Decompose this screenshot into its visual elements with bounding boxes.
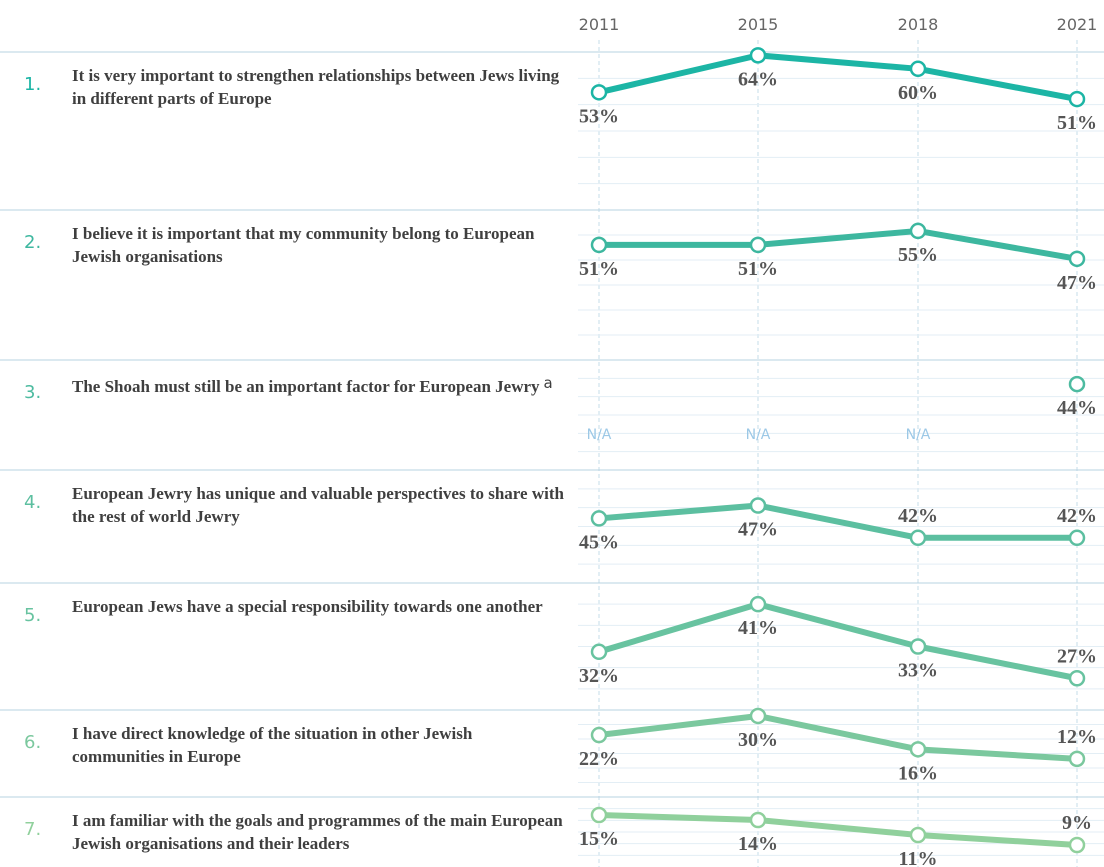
- year-label: 2021: [1057, 15, 1098, 34]
- series-line: [598, 502, 1077, 541]
- statement: I believe it is important that my commun…: [72, 222, 567, 268]
- data-point: [909, 529, 927, 547]
- value-label: 51%: [738, 258, 778, 280]
- data-point: [1068, 750, 1086, 768]
- data-point: [749, 595, 767, 613]
- series-line: [598, 601, 1078, 682]
- year-label: 2018: [898, 15, 939, 34]
- row-number: 6.: [24, 732, 42, 753]
- data-point: [590, 726, 608, 744]
- value-label: 55%: [898, 244, 938, 266]
- statement: I have direct knowledge of the situation…: [72, 722, 567, 768]
- value-label: 60%: [898, 82, 938, 104]
- data-point: [909, 638, 927, 655]
- na-label: N/A: [746, 427, 771, 443]
- data-point: [909, 222, 927, 240]
- series-line: [598, 712, 1078, 762]
- data-point: [1068, 250, 1086, 268]
- footnote-marker: a: [543, 374, 553, 392]
- value-label: 51%: [1057, 112, 1097, 134]
- value-label: 32%: [579, 665, 619, 687]
- statement-text: The Shoah must still be an important fac…: [72, 377, 540, 396]
- data-point: [1068, 529, 1086, 547]
- value-label: 12%: [1057, 726, 1097, 748]
- statement-text: I believe it is important that my commun…: [72, 224, 535, 266]
- value-label: 9%: [1062, 812, 1092, 834]
- value-label: 42%: [1057, 505, 1097, 527]
- statement-text: It is very important to strengthen relat…: [72, 66, 560, 108]
- value-label: 11%: [899, 848, 938, 867]
- statement: It is very important to strengthen relat…: [72, 64, 567, 110]
- value-label: 47%: [1057, 272, 1097, 294]
- statement: The Shoah must still be an important fac…: [72, 372, 567, 398]
- year-label: 2015: [738, 15, 779, 34]
- value-label: 16%: [898, 762, 938, 784]
- data-point: [749, 497, 767, 514]
- value-label: 42%: [898, 505, 938, 527]
- row-number: 2.: [24, 232, 42, 253]
- value-label: 44%: [1057, 397, 1097, 419]
- data-point: [590, 236, 608, 254]
- value-label: 22%: [579, 748, 619, 770]
- series-line: [598, 52, 1078, 103]
- row-number: 4.: [24, 492, 42, 513]
- data-point: [1068, 90, 1086, 108]
- value-label: 30%: [738, 729, 778, 751]
- data-point: [1068, 836, 1086, 854]
- row-number: 3.: [24, 382, 42, 403]
- value-label: 64%: [738, 68, 778, 90]
- statement-text: European Jews have a special responsibil…: [72, 597, 543, 616]
- na-label: N/A: [587, 427, 612, 443]
- value-label: 33%: [898, 660, 938, 682]
- data-point: [590, 643, 608, 661]
- statement-text: I am familiar with the goals and program…: [72, 811, 563, 853]
- statement-text: European Jewry has unique and valuable p…: [72, 484, 564, 526]
- data-point: [909, 826, 927, 844]
- row-number: 5.: [24, 605, 42, 626]
- data-point: [1068, 670, 1086, 687]
- data-point: [590, 806, 608, 824]
- value-label: 15%: [579, 828, 619, 850]
- row-number: 1.: [24, 74, 42, 95]
- data-point: [749, 811, 767, 829]
- value-label: 53%: [579, 105, 619, 127]
- data-point: [1068, 375, 1086, 393]
- data-point: [749, 236, 767, 254]
- value-label: 14%: [738, 833, 778, 855]
- data-point: [909, 60, 927, 78]
- value-label: 47%: [738, 519, 778, 541]
- data-point: [749, 707, 767, 725]
- data-point: [590, 84, 608, 101]
- statement: European Jewry has unique and valuable p…: [72, 482, 567, 528]
- value-label: 45%: [579, 531, 619, 553]
- statement-text: I have direct knowledge of the situation…: [72, 724, 473, 766]
- data-point: [749, 47, 767, 64]
- statement: I am familiar with the goals and program…: [72, 809, 567, 855]
- series-line: [598, 812, 1078, 848]
- data-point: [590, 510, 608, 527]
- year-label: 2011: [579, 15, 620, 34]
- value-label: 27%: [1057, 645, 1097, 667]
- data-point: [909, 741, 927, 758]
- na-label: N/A: [906, 427, 931, 443]
- statement: European Jews have a special responsibil…: [72, 595, 567, 618]
- value-label: 41%: [738, 617, 778, 639]
- row-number: 7.: [24, 819, 42, 840]
- value-label: 51%: [579, 258, 619, 280]
- series-line: [599, 227, 1078, 262]
